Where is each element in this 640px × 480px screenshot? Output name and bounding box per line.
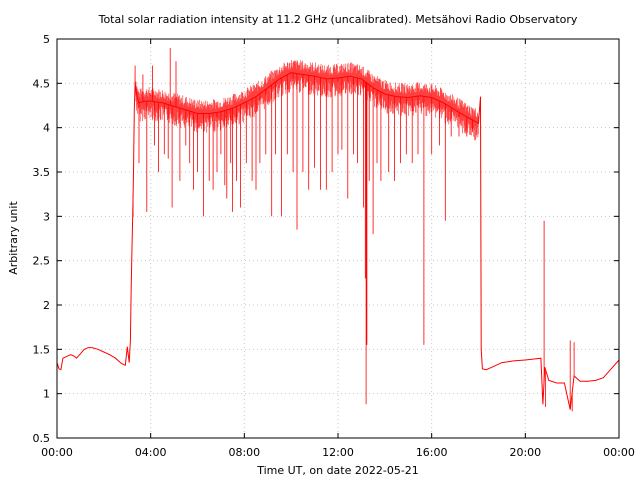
- y-tick-label: 1: [43, 388, 50, 401]
- y-tick-label: 5: [43, 33, 50, 46]
- x-tick-label: 16:00: [416, 446, 448, 459]
- y-tick-label: 3.5: [33, 166, 51, 179]
- y-tick-label: 4: [43, 122, 50, 135]
- chart-title: Total solar radiation intensity at 11.2 …: [98, 13, 578, 26]
- grid: [57, 39, 619, 438]
- x-tick-label: 08:00: [228, 446, 260, 459]
- x-tick-label: 04:00: [135, 446, 167, 459]
- plot-area: [56, 47, 620, 412]
- y-tick-label: 1.5: [33, 343, 51, 356]
- y-tick-label: 2.5: [33, 255, 51, 268]
- x-tick-label: 00:00: [603, 446, 635, 459]
- y-tick-label: 4.5: [33, 77, 51, 90]
- y-axis-label: Arbitrary unit: [7, 201, 20, 275]
- x-tick-label: 12:00: [322, 446, 354, 459]
- x-tick-label: 20:00: [509, 446, 541, 459]
- y-axis: 0.5 1 1.5 2 2.5 3 3.5 4 4.5 5: [33, 33, 619, 445]
- x-axis: 00:00 04:00 08:00 12:00 16:00 20:00 00:00: [41, 39, 635, 459]
- y-tick-label: 2: [43, 299, 50, 312]
- x-axis-label: Time UT, on date 2022-05-21: [256, 464, 419, 477]
- series-noise-band: [134, 60, 479, 141]
- x-tick-label: 00:00: [41, 446, 73, 459]
- y-tick-label: 0.5: [33, 432, 51, 445]
- y-tick-label: 3: [43, 210, 50, 223]
